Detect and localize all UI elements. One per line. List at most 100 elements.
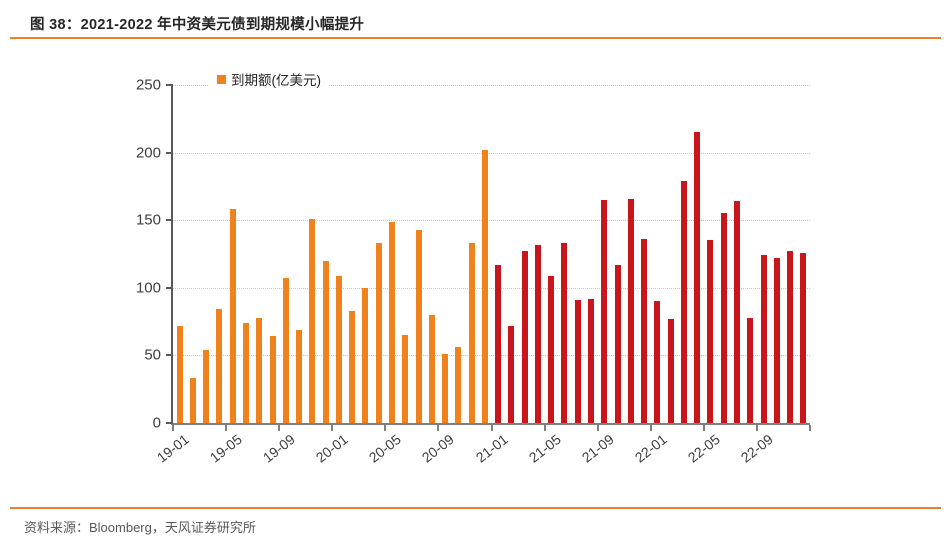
x-axis-tick: [543, 425, 546, 431]
bar-22-11: [787, 251, 794, 423]
bar-22-12: [800, 252, 807, 423]
x-axis-label-19-01: 19-01: [153, 431, 192, 466]
footer-divider: [10, 507, 941, 509]
y-axis-label-50: 50: [144, 346, 161, 364]
bar-22-02: [667, 318, 674, 423]
x-axis-label-21-09: 21-09: [578, 431, 617, 466]
title-divider: [10, 37, 941, 39]
bar-21-10: [614, 264, 621, 423]
y-axis-label-200: 200: [135, 144, 161, 162]
x-axis-tick: [755, 425, 758, 431]
y-axis-tick-150: [166, 219, 173, 222]
bar-21-03: [521, 251, 528, 423]
bar-22-03: [680, 181, 687, 423]
bar-20-04: [375, 243, 382, 423]
y-axis-tick-250: [166, 84, 173, 86]
bar-21-02: [508, 325, 515, 423]
y-gridline-100: [173, 287, 810, 289]
x-axis-tick: [331, 425, 334, 431]
bar-21-08: [588, 298, 595, 423]
bar-19-04: [216, 309, 223, 423]
legend-swatch-icon: [217, 74, 226, 84]
bar-21-11: [627, 198, 634, 423]
bar-20-02: [349, 310, 356, 423]
bar-19-10: [296, 329, 303, 423]
y-gridline-50: [173, 355, 810, 357]
bar-20-09: [442, 354, 449, 423]
x-axis-label-21-05: 21-05: [525, 431, 564, 466]
bar-19-12: [322, 260, 329, 423]
y-gridline-150: [173, 220, 810, 222]
x-axis-label-20-01: 20-01: [313, 431, 352, 466]
bar-22-05: [707, 240, 714, 423]
bar-22-07: [734, 201, 740, 423]
bar-21-12: [641, 239, 648, 423]
bar-20-01: [335, 275, 342, 423]
chart-legend: 到期额(亿美元): [209, 68, 329, 90]
bar-19-09: [282, 278, 289, 423]
y-axis-tick-200: [166, 151, 173, 154]
bar-21-06: [561, 243, 568, 423]
bar-20-08: [428, 314, 435, 423]
y-axis-tick-100: [166, 286, 173, 289]
y-axis-label-150: 150: [135, 211, 161, 229]
bar-22-04: [694, 132, 701, 423]
bar-22-08: [747, 317, 754, 423]
bar-19-06: [242, 322, 249, 423]
bar-19-07: [256, 317, 263, 423]
bar-22-01: [654, 301, 661, 423]
y-axis-tick-50: [166, 354, 173, 357]
y-axis-line: [171, 85, 173, 423]
bar-19-08: [269, 336, 276, 423]
bar-20-10: [455, 347, 462, 423]
x-axis-tick: [225, 425, 228, 431]
bar-22-10: [773, 258, 780, 423]
x-axis-label-19-09: 19-09: [259, 431, 299, 466]
bar-21-07: [574, 299, 581, 423]
x-axis-label-22-05: 22-05: [684, 431, 723, 466]
legend-label: 到期额(亿美元): [231, 73, 321, 88]
x-axis-tick: [649, 425, 652, 431]
bar-20-07: [415, 229, 422, 423]
y-axis-label-0: 0: [152, 414, 161, 432]
bar-21-05: [548, 275, 555, 423]
y-axis-label-100: 100: [135, 279, 161, 297]
bar-19-02: [189, 378, 196, 423]
bar-20-05: [388, 221, 395, 423]
x-axis-label-22-09: 22-09: [737, 431, 776, 466]
source-note: 资料来源：Bloomberg，天风证券研究所: [24, 520, 256, 535]
bar-21-09: [601, 199, 608, 423]
bar-19-01: [176, 325, 183, 423]
bar-20-12: [481, 149, 488, 423]
x-axis-line: [171, 423, 810, 425]
bar-19-05: [229, 209, 236, 423]
y-gridline-250: [173, 85, 810, 86]
bar-20-11: [468, 243, 475, 423]
y-axis-label-250: 250: [135, 76, 161, 94]
bar-21-01: [495, 264, 502, 423]
x-axis-tick: [384, 425, 387, 431]
x-axis-tick: [809, 425, 811, 431]
bar-21-04: [534, 244, 541, 423]
figure-title: 图 38：2021-2022 年中资美元债到期规模小幅提升: [30, 17, 365, 33]
x-axis-tick: [490, 425, 493, 431]
x-axis-tick: [278, 425, 281, 431]
x-axis-label-20-05: 20-05: [366, 431, 405, 466]
x-axis-label-22-01: 22-01: [631, 431, 670, 466]
x-axis-tick: [437, 425, 440, 431]
x-axis-tick: [172, 425, 174, 431]
bar-19-03: [203, 350, 210, 423]
y-gridline-200: [173, 152, 810, 154]
bar-20-06: [402, 335, 409, 423]
x-axis-label-19-05: 19-05: [206, 431, 245, 466]
x-axis-tick: [702, 425, 705, 431]
bar-20-03: [362, 287, 369, 423]
x-axis-tick: [596, 425, 599, 431]
x-axis-label-20-09: 20-09: [419, 431, 458, 466]
x-axis-label-21-01: 21-01: [472, 431, 511, 466]
bar-22-09: [760, 255, 767, 423]
bar-22-06: [720, 213, 727, 423]
y-axis-tick-0: [166, 422, 173, 424]
bar-19-11: [309, 218, 316, 423]
